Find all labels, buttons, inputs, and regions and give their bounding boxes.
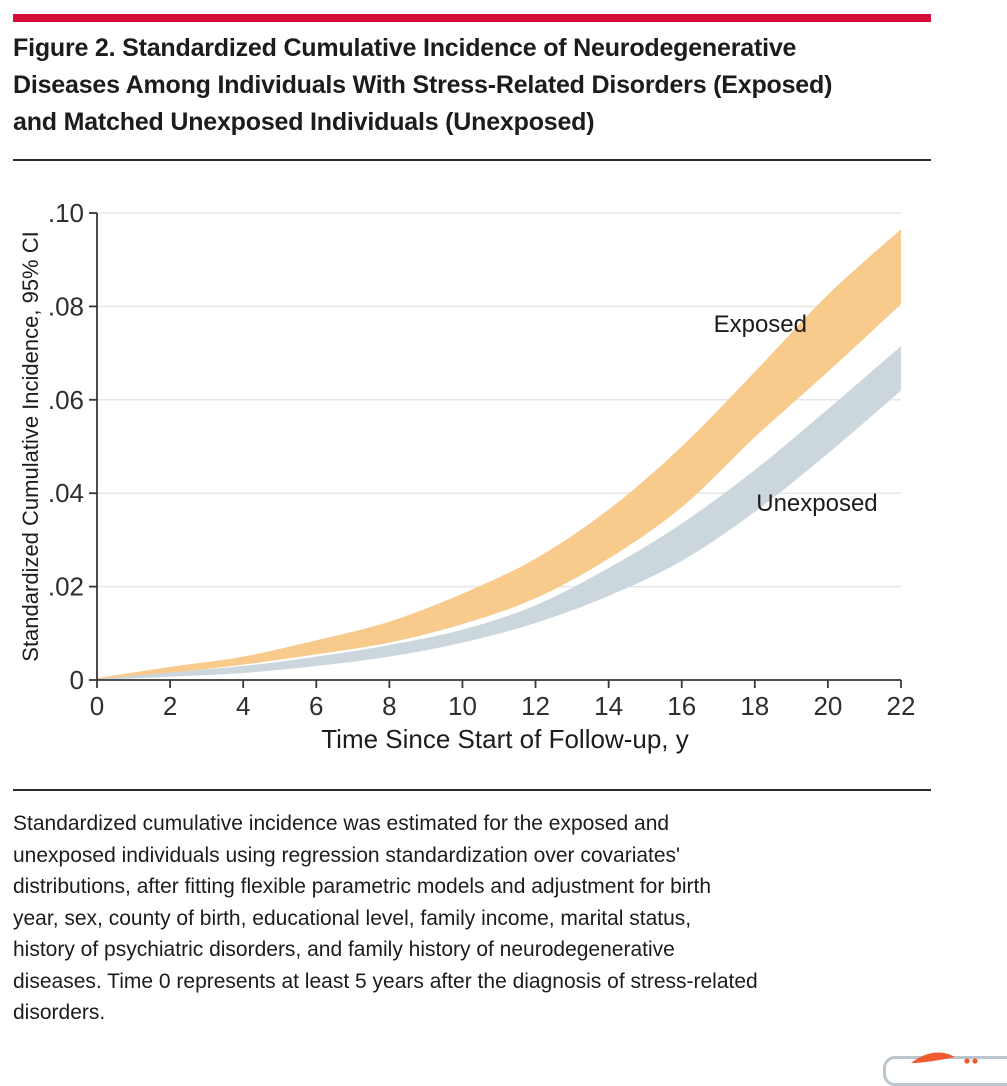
- x-tick-label: 14: [594, 691, 623, 721]
- y-tick-label: .06: [48, 385, 84, 415]
- x-tick-label: 2: [163, 691, 177, 721]
- y-tick-label: .10: [48, 198, 84, 228]
- x-tick-label: 10: [448, 691, 477, 721]
- corner-logo-icon: [911, 1052, 978, 1064]
- x-tick-label: 22: [887, 691, 916, 721]
- caption-line: disorders.: [13, 1001, 106, 1024]
- band-exposed: [97, 229, 901, 681]
- y-axis-title: Standardized Cumulative Incidence, 95% C…: [18, 231, 43, 661]
- caption-line: history of psychiatric disorders, and fa…: [13, 938, 675, 961]
- accent-bar: [13, 14, 931, 22]
- caption-line: unexposed individuals using regression s…: [13, 843, 681, 867]
- series-label-exposed: Exposed: [714, 311, 807, 338]
- figure-title-line-3: and Matched Unexposed Individuals (Unexp…: [13, 108, 595, 136]
- x-tick-label: 4: [236, 691, 250, 721]
- y-tick-label: 0: [70, 665, 84, 695]
- figure-title: Figure 2. Standardized Cumulative Incide…: [13, 30, 931, 141]
- series-label-unexposed: Unexposed: [756, 490, 877, 517]
- caption-line: distributions, after fitting flexible pa…: [13, 875, 711, 898]
- x-tick-label: 0: [90, 691, 104, 721]
- chart-divider: [13, 789, 931, 791]
- title-divider: [13, 159, 931, 161]
- y-tick-label: .02: [48, 572, 84, 602]
- caption-line: Standardized cumulative incidence was es…: [13, 812, 670, 835]
- caption-line: diseases. Time 0 represents at least 5 y…: [13, 969, 758, 993]
- x-tick-label: 18: [740, 691, 769, 721]
- band-unexposed: [97, 346, 901, 680]
- caption-line: year, sex, county of birth, educational …: [13, 906, 692, 930]
- y-tick-label: .04: [48, 478, 84, 508]
- x-tick-label: 16: [667, 691, 696, 721]
- figure-title-line-1: Figure 2. Standardized Cumulative Incide…: [13, 34, 797, 62]
- x-tick-label: 6: [309, 691, 323, 721]
- x-tick-label: 20: [813, 691, 842, 721]
- x-tick-label: 12: [521, 691, 550, 721]
- figure-title-line-2: Diseases Among Individuals With Stress-R…: [13, 71, 833, 99]
- x-tick-label: 8: [382, 691, 396, 721]
- x-axis-title: Time Since Start of Follow-up, y: [321, 724, 689, 754]
- y-tick-label: .08: [48, 291, 84, 321]
- figure-caption: Standardized cumulative incidence was es…: [13, 808, 937, 1029]
